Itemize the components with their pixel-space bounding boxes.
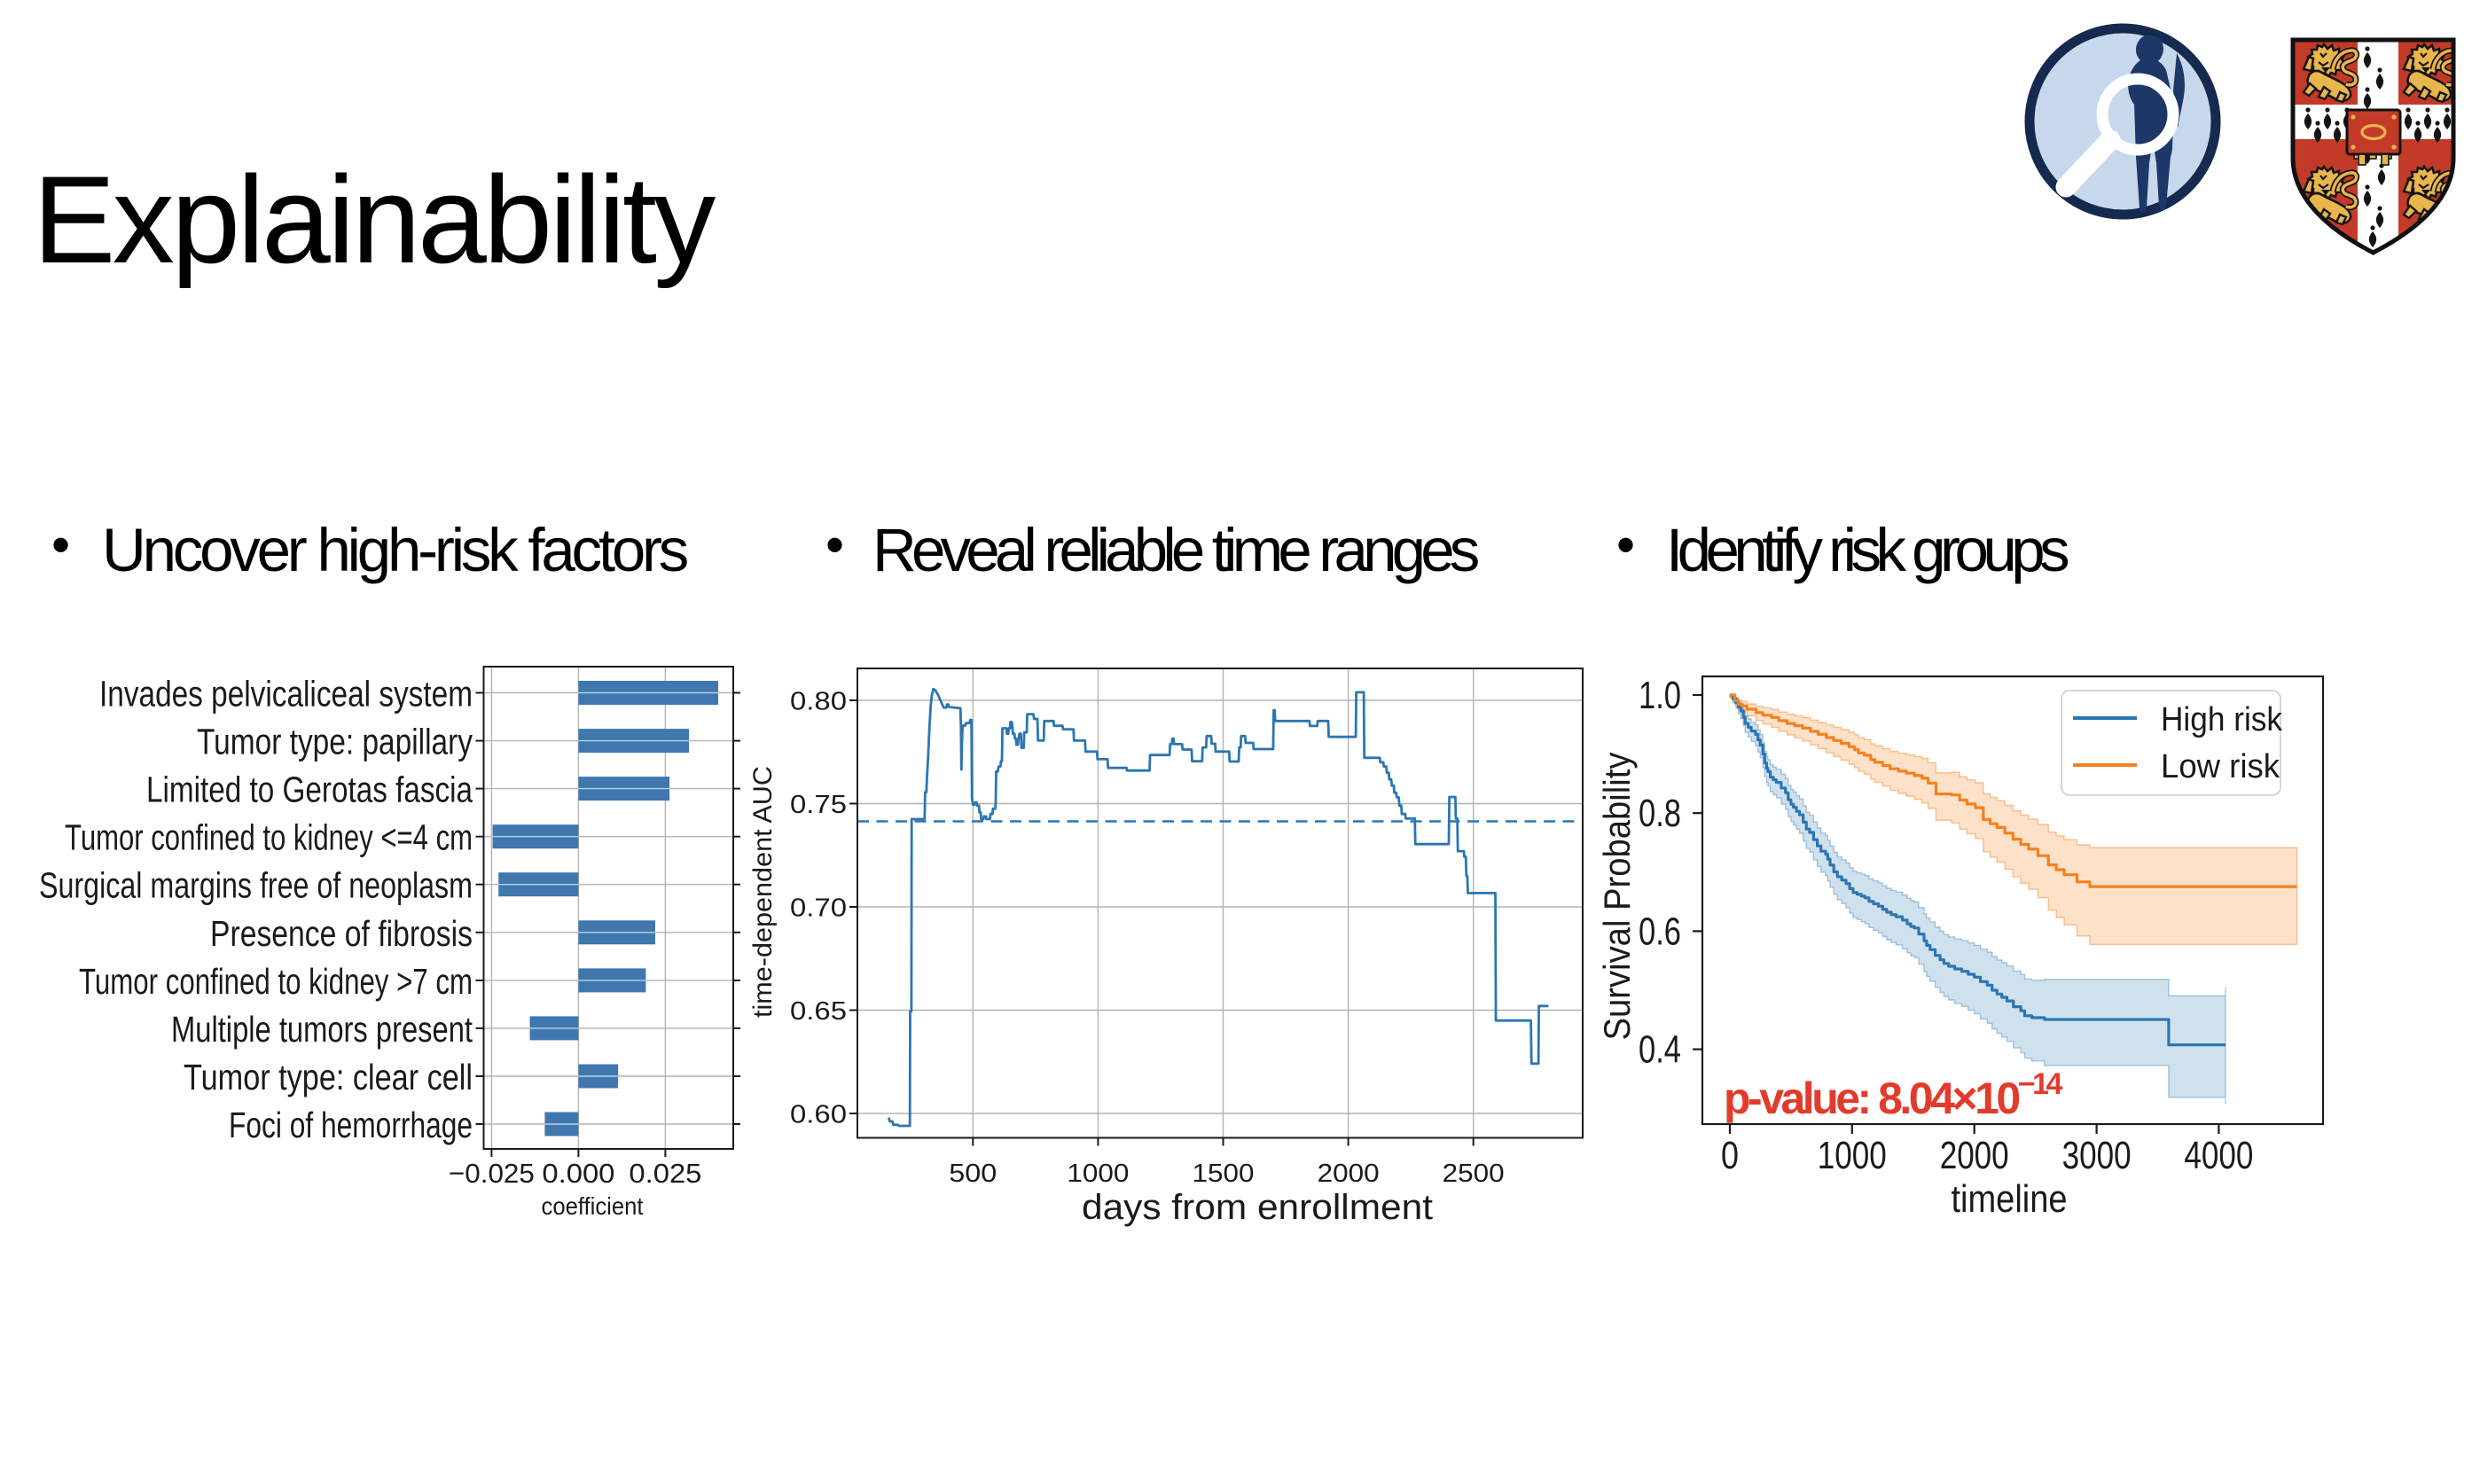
svg-text:1500: 1500	[1193, 1160, 1255, 1188]
svg-text:Tumor type: clear cell: Tumor type: clear cell	[184, 1057, 473, 1097]
svg-text:Survival Probability: Survival Probability	[1596, 753, 1638, 1041]
svg-text:−0.025: −0.025	[449, 1158, 535, 1189]
svg-text:Tumor confined to kidney >7 cm: Tumor confined to kidney >7 cm	[79, 961, 473, 1002]
svg-text:4000: 4000	[2184, 1134, 2253, 1177]
svg-text:0.70: 0.70	[790, 894, 847, 923]
svg-text:0.65: 0.65	[790, 997, 847, 1026]
svg-text:0.025: 0.025	[629, 1158, 701, 1189]
svg-text:0.4: 0.4	[1639, 1028, 1681, 1072]
svg-text:coefficient: coefficient	[542, 1192, 644, 1220]
svg-text:0.6: 0.6	[1639, 910, 1681, 953]
svg-text:Presence of fibrosis: Presence of fibrosis	[210, 913, 473, 954]
svg-text:500: 500	[949, 1160, 997, 1188]
svg-text:0: 0	[1721, 1134, 1739, 1177]
svg-text:3000: 3000	[2062, 1134, 2132, 1177]
svg-text:days from enrollment: days from enrollment	[1082, 1188, 1433, 1227]
svg-text:Invades pelvicaliceal system: Invades pelvicaliceal system	[99, 674, 473, 715]
svg-text:timeline: timeline	[1952, 1177, 2068, 1221]
svg-text:1.0: 1.0	[1639, 674, 1681, 717]
svg-text:Low risk: Low risk	[2161, 748, 2280, 785]
svg-text:Surgical margins free of neopl: Surgical margins free of neoplasm	[39, 865, 473, 906]
svg-text:0.60: 0.60	[790, 1101, 847, 1129]
svg-text:0.8: 0.8	[1639, 792, 1681, 835]
svg-text:2000: 2000	[1940, 1134, 2009, 1177]
svg-text:Multiple tumors present: Multiple tumors present	[171, 1009, 473, 1050]
svg-text:time-dependent AUC: time-dependent AUC	[748, 766, 778, 1018]
svg-text:High risk: High risk	[2161, 701, 2283, 738]
svg-text:Limited to Gerotas fascia: Limited to Gerotas fascia	[146, 769, 473, 810]
svg-text:2500: 2500	[1443, 1160, 1505, 1188]
svg-text:1000: 1000	[1818, 1134, 1887, 1177]
svg-text:Foci of hemorrhage: Foci of hemorrhage	[229, 1105, 473, 1145]
svg-text:1000: 1000	[1067, 1160, 1129, 1188]
svg-text:2000: 2000	[1318, 1160, 1380, 1188]
svg-text:0.000: 0.000	[542, 1158, 614, 1189]
svg-text:Tumor type: papillary: Tumor type: papillary	[197, 722, 473, 762]
svg-text:0.80: 0.80	[790, 688, 847, 716]
svg-text:0.75: 0.75	[790, 791, 847, 819]
svg-text:Tumor confined to kidney <=4 c: Tumor confined to kidney <=4 cm	[65, 817, 473, 858]
svg-text:p-value: 8.04×10−14: p-value: 8.04×10−14	[1724, 1067, 2062, 1123]
